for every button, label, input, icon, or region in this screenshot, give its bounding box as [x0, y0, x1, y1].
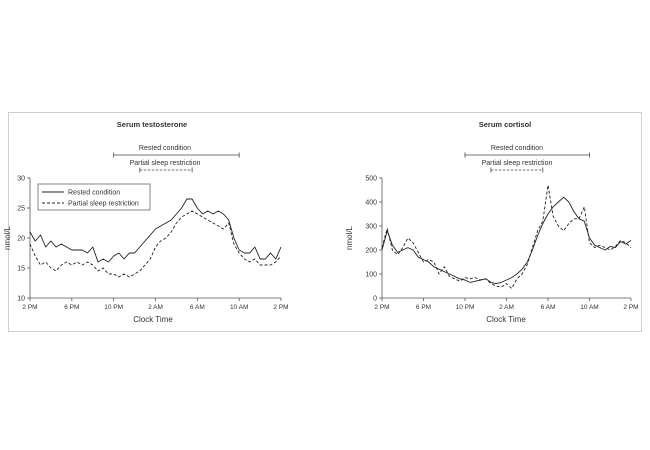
y-tick-label-testosterone: 30	[17, 176, 25, 183]
bracket-label-partial-testosterone: Partial sleep restriction	[130, 160, 201, 167]
x-tick-label-cortisol: 10 PM	[456, 304, 475, 311]
bracket-label-rested-testosterone: Rested condition	[139, 145, 191, 152]
x-tick-label-cortisol: 2 PM	[623, 304, 638, 311]
legend-box	[37, 183, 151, 211]
y-axis-label-cortisol: nmol/L	[345, 225, 354, 250]
x-tick-label-testosterone: 2 PM	[22, 304, 37, 311]
y-tick-label-cortisol: 500	[365, 176, 377, 183]
y-tick-label-cortisol: 0	[373, 296, 377, 303]
y-tick-label-cortisol: 300	[365, 224, 377, 231]
x-tick-label-cortisol: 2 AM	[499, 304, 514, 311]
x-axis-label-cortisol: Clock Time	[486, 315, 526, 324]
x-tick-label-testosterone: 2 PM	[273, 304, 288, 311]
y-tick-label-testosterone: 20	[17, 236, 25, 243]
x-tick-label-testosterone: 6 PM	[64, 304, 79, 311]
x-tick-label-cortisol: 2 PM	[374, 304, 389, 311]
series-partial-line-testosterone	[29, 210, 282, 278]
y-axis-label-testosterone: nmol/L	[3, 225, 12, 250]
y-tick-label-cortisol: 100	[365, 272, 377, 279]
chart-layer: 10 15 20 25 30 2 PM 6 PM 10 PM 2 AM 6 AM 10 AM 2 PM…	[17, 152, 639, 311]
legend-label-partial: Partial sleep restriction	[68, 201, 139, 208]
series-rested-line-cortisol	[381, 196, 632, 285]
bracket-label-rested-cortisol: Rested condition	[491, 145, 543, 152]
y-tick-label-testosterone: 10	[17, 296, 25, 303]
x-tick-label-testosterone: 10 AM	[230, 304, 248, 311]
x-axis-label-testosterone: Clock Time	[133, 315, 173, 324]
chart-title-cortisol: Serum cortisol	[479, 120, 532, 129]
x-tick-label-testosterone: 6 AM	[190, 304, 205, 311]
figure-frame	[8, 112, 642, 332]
x-tick-label-cortisol: 6 PM	[416, 304, 431, 311]
x-tick-label-cortisol: 10 AM	[580, 304, 598, 311]
bracket-label-partial-cortisol: Partial sleep restriction	[482, 160, 553, 167]
y-tick-label-testosterone: 15	[17, 266, 25, 273]
series-rested-line-testosterone	[29, 198, 282, 263]
x-tick-label-cortisol: 6 AM	[541, 304, 556, 311]
x-tick-label-testosterone: 2 AM	[148, 304, 163, 311]
x-tick-label-testosterone: 10 PM	[104, 304, 123, 311]
y-tick-label-cortisol: 400	[365, 200, 377, 207]
chart-title-testosterone: Serum testosterone	[117, 120, 187, 129]
y-tick-label-cortisol: 200	[365, 248, 377, 255]
legend-label-rested: Rested condition	[68, 190, 120, 197]
y-tick-label-testosterone: 25	[17, 206, 25, 213]
series-partial-line-cortisol	[381, 184, 632, 289]
